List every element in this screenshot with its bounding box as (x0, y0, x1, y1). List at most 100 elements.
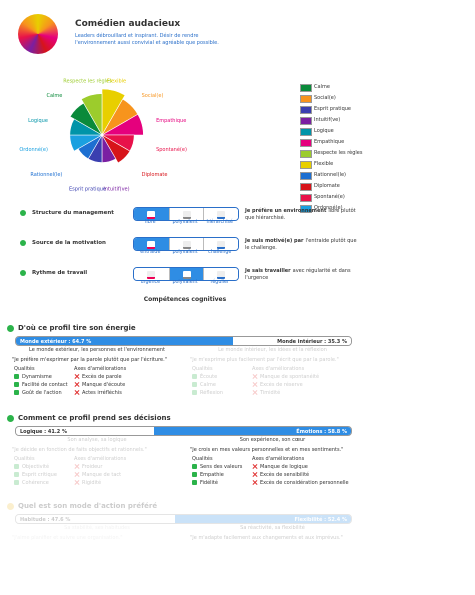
statement-rest: avec régularité et dans l'urgence (245, 268, 351, 281)
preference-statement: Je sais travailler avec régularité et dan… (245, 268, 360, 282)
detail-quote: "Je préfère m'exprimer par la parole plu… (12, 357, 167, 363)
check-icon (14, 472, 19, 477)
list-item: Dynamisme (22, 374, 52, 380)
wheel-label: Empathique (156, 118, 186, 124)
legend-item: Social(e) (300, 95, 360, 103)
option-label: polyvalent (172, 220, 198, 225)
check-icon (192, 480, 197, 485)
legend-item: Rationnel(le) (300, 172, 360, 180)
wheel-label: Intuitif(ve) (103, 187, 129, 193)
check-icon (14, 390, 19, 395)
bar-left-text: Habitude : 47.6 % (20, 516, 71, 523)
check-icon (14, 374, 19, 379)
statement-rest: l'entraide plutôt que le challenge. (245, 238, 357, 251)
statement-rest: libre plutôt que hiérarchisé. (245, 208, 356, 221)
legend-label: Spontané(e) (314, 194, 345, 200)
list-item: Objectivité (22, 464, 50, 470)
legend-swatch (300, 95, 312, 103)
option-label: urgence (140, 280, 161, 285)
control-option (203, 208, 238, 220)
legend-label: Ordonné(e) (314, 205, 343, 211)
legend-swatch (300, 194, 312, 202)
list-title: Qualités (14, 456, 35, 462)
preference-label: Source de la motivation (32, 240, 106, 246)
status-dot (20, 270, 26, 276)
segmented-control (133, 207, 239, 221)
bar-left: Logique : 41.2 % (16, 427, 155, 435)
detail-quote: "Je m'adapte facilement aux changements … (190, 535, 343, 541)
list-item: Facilité de contact (22, 382, 68, 388)
legend-swatch (300, 205, 312, 213)
legend-label: Empathique (314, 139, 345, 145)
list-item: Excès de parole (82, 374, 122, 380)
legend-item: Diplomate (300, 183, 360, 191)
list-item: Excès de considération personnelle (260, 480, 349, 486)
legend-swatch (300, 172, 312, 180)
control-option (134, 208, 169, 220)
detail-quote: "J'aime planifier et suivre une organisa… (12, 535, 123, 541)
legend-label: Social(e) (314, 95, 336, 101)
option-icon (182, 211, 191, 219)
detail-caption: Sa stabilité, ses habitudes (64, 525, 130, 531)
profile-description: Leaders débrouillard et inspirant. Désir… (75, 33, 219, 46)
detail-quote: "Je crois en mes valeurs personnelles et… (190, 447, 344, 453)
list-title: Axes d'améliorations (74, 456, 127, 462)
wheel-label: Ordonné(e) (19, 146, 48, 153)
list-item: Manque d'écoute (82, 382, 126, 388)
list-item: Excès de sensibilité (260, 472, 310, 478)
dimension-title: Comment ce profil prend ses décisions (18, 414, 171, 422)
option-label: régulier (210, 280, 229, 285)
legend-item: Respecte les règles (300, 150, 362, 158)
wheel-label: Esprit pratique (69, 187, 106, 193)
wheel-label: Spontané(e) (156, 146, 187, 153)
list-item: Timidité (260, 390, 281, 396)
legend-item: Flexible (300, 161, 360, 169)
list-item: Écoute (200, 374, 218, 380)
check-icon (192, 374, 197, 379)
bar-right: Flexibilité : 52.4 % (175, 515, 351, 523)
list-item: Calme (200, 382, 216, 388)
list-item: Rigidité (82, 480, 102, 486)
bar-left-text: Logique : 41.2 % (20, 428, 68, 435)
statement-strong: Je suis motivé(e) par (245, 238, 304, 244)
check-icon (14, 382, 19, 387)
bar-left: Monde extérieur : 64.7 % (16, 337, 233, 345)
dimension-title: Quel est son mode d'action préféré (18, 502, 158, 510)
legend-label: Logique (314, 128, 334, 134)
list-item: Manque de spontanéité (260, 374, 320, 380)
section-title: Compétences cognitives (143, 296, 227, 303)
check-icon (192, 464, 197, 469)
control-option (203, 268, 238, 280)
legend-label: Calme (314, 84, 330, 90)
legend-swatch (300, 106, 312, 114)
check-icon (192, 472, 197, 477)
wheel-label: Logique (28, 118, 48, 124)
detail-caption: Le monde intérieur, les idées et la réfl… (218, 347, 327, 353)
statement-strong: Je sais travailler (245, 268, 291, 274)
option-label: polyvalent (172, 250, 198, 255)
option-icon (182, 271, 191, 279)
control-option (134, 238, 169, 250)
list-item: Goût de l'action (22, 390, 62, 396)
list-item: Froideur (82, 464, 103, 470)
wheel-label: Social(e) (142, 93, 164, 99)
wheel-label: Flexible (107, 78, 126, 84)
list-title: Qualités (192, 366, 213, 372)
list-item: Empathie (200, 472, 224, 478)
legend-swatch (300, 150, 312, 158)
segmented-control (133, 237, 239, 251)
detail-caption: Son expérience, son cœur (239, 437, 306, 443)
legend-swatch (300, 139, 312, 147)
list-title: Axes d'améliorations (252, 456, 305, 462)
option-icon (217, 241, 226, 249)
wheel-wedge (101, 88, 126, 137)
option-icon (217, 271, 226, 279)
preference-statement: Je suis motivé(e) par l'entraide plutôt q… (245, 238, 360, 252)
list-title: Qualités (14, 366, 35, 372)
option-icon (182, 241, 191, 249)
legend-label: Flexible (314, 161, 334, 167)
list-title: Axes d'améliorations (252, 366, 305, 372)
status-dot (7, 325, 14, 332)
legend-label: Esprit pratique (314, 106, 351, 112)
